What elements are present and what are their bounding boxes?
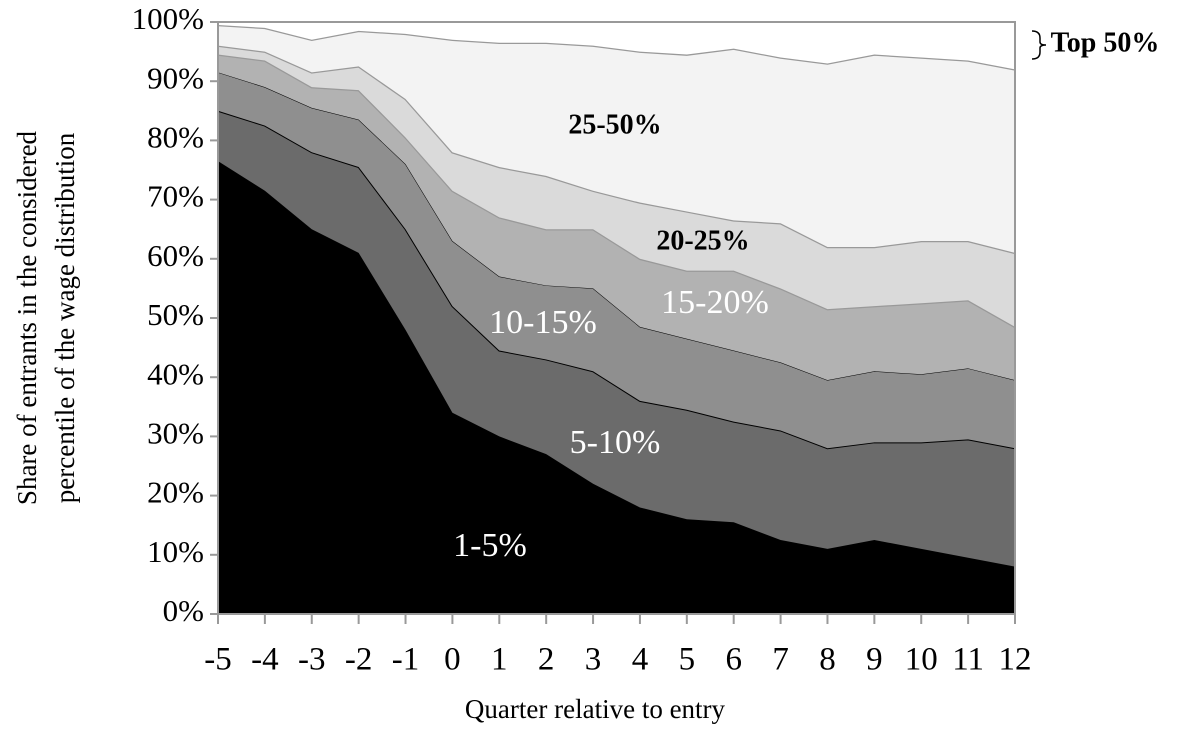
series-label: 25-50% [568,109,661,140]
y-tick-label: 70% [147,179,204,214]
y-axis-title: percentile of the wage distribution [50,132,80,503]
x-tick-label: 12 [999,642,1032,678]
y-tick-label: 0% [163,593,204,628]
x-tick-label: 10 [905,642,938,678]
bracket [1031,30,1047,60]
series-label: 5-10% [570,424,661,461]
x-tick-label: 2 [538,642,555,678]
area [218,45,1015,327]
area [218,72,1015,449]
series-label: 20-25% [656,225,749,256]
area [218,22,1015,70]
x-tick-label: 3 [585,642,602,678]
y-axis-title: Share of entrants in the considered [12,130,42,505]
area-edge [217,53,1016,328]
series-label: 15-20% [661,284,769,321]
x-tick-label: 4 [632,642,649,678]
y-tick-label: 50% [147,297,204,332]
area [218,161,1015,614]
y-tick-label: 100% [132,1,204,36]
series-label: 1-5% [453,527,527,564]
x-tick-label: 1 [491,642,508,678]
area [218,24,1015,253]
x-tick-label: 8 [819,642,836,678]
y-tick-label: 60% [147,238,204,273]
x-tick-label: -2 [345,642,373,678]
area [218,110,1015,567]
x-tick-label: 5 [679,642,696,678]
series-label: Top 50% [1051,27,1160,58]
x-tick-label: -1 [392,642,420,678]
x-tick-label: 7 [772,642,789,678]
y-tick-label: 80% [147,120,204,155]
y-tick-label: 10% [147,534,204,569]
series-label: 10-15% [489,304,597,341]
x-tick-label: 11 [952,642,984,678]
x-tick-label: 0 [444,642,461,678]
x-tick-label: -3 [298,642,326,678]
x-tick-label: 6 [725,642,742,678]
area [218,54,1015,381]
y-tick-label: 40% [147,356,204,391]
x-axis-title: Quarter relative to entry [465,694,726,724]
x-tick-label: 9 [866,642,883,678]
y-tick-label: 90% [147,60,204,95]
x-tick-label: -5 [204,642,232,678]
y-tick-label: 30% [147,416,204,451]
x-tick-label: -4 [251,642,279,678]
y-tick-label: 20% [147,475,204,510]
